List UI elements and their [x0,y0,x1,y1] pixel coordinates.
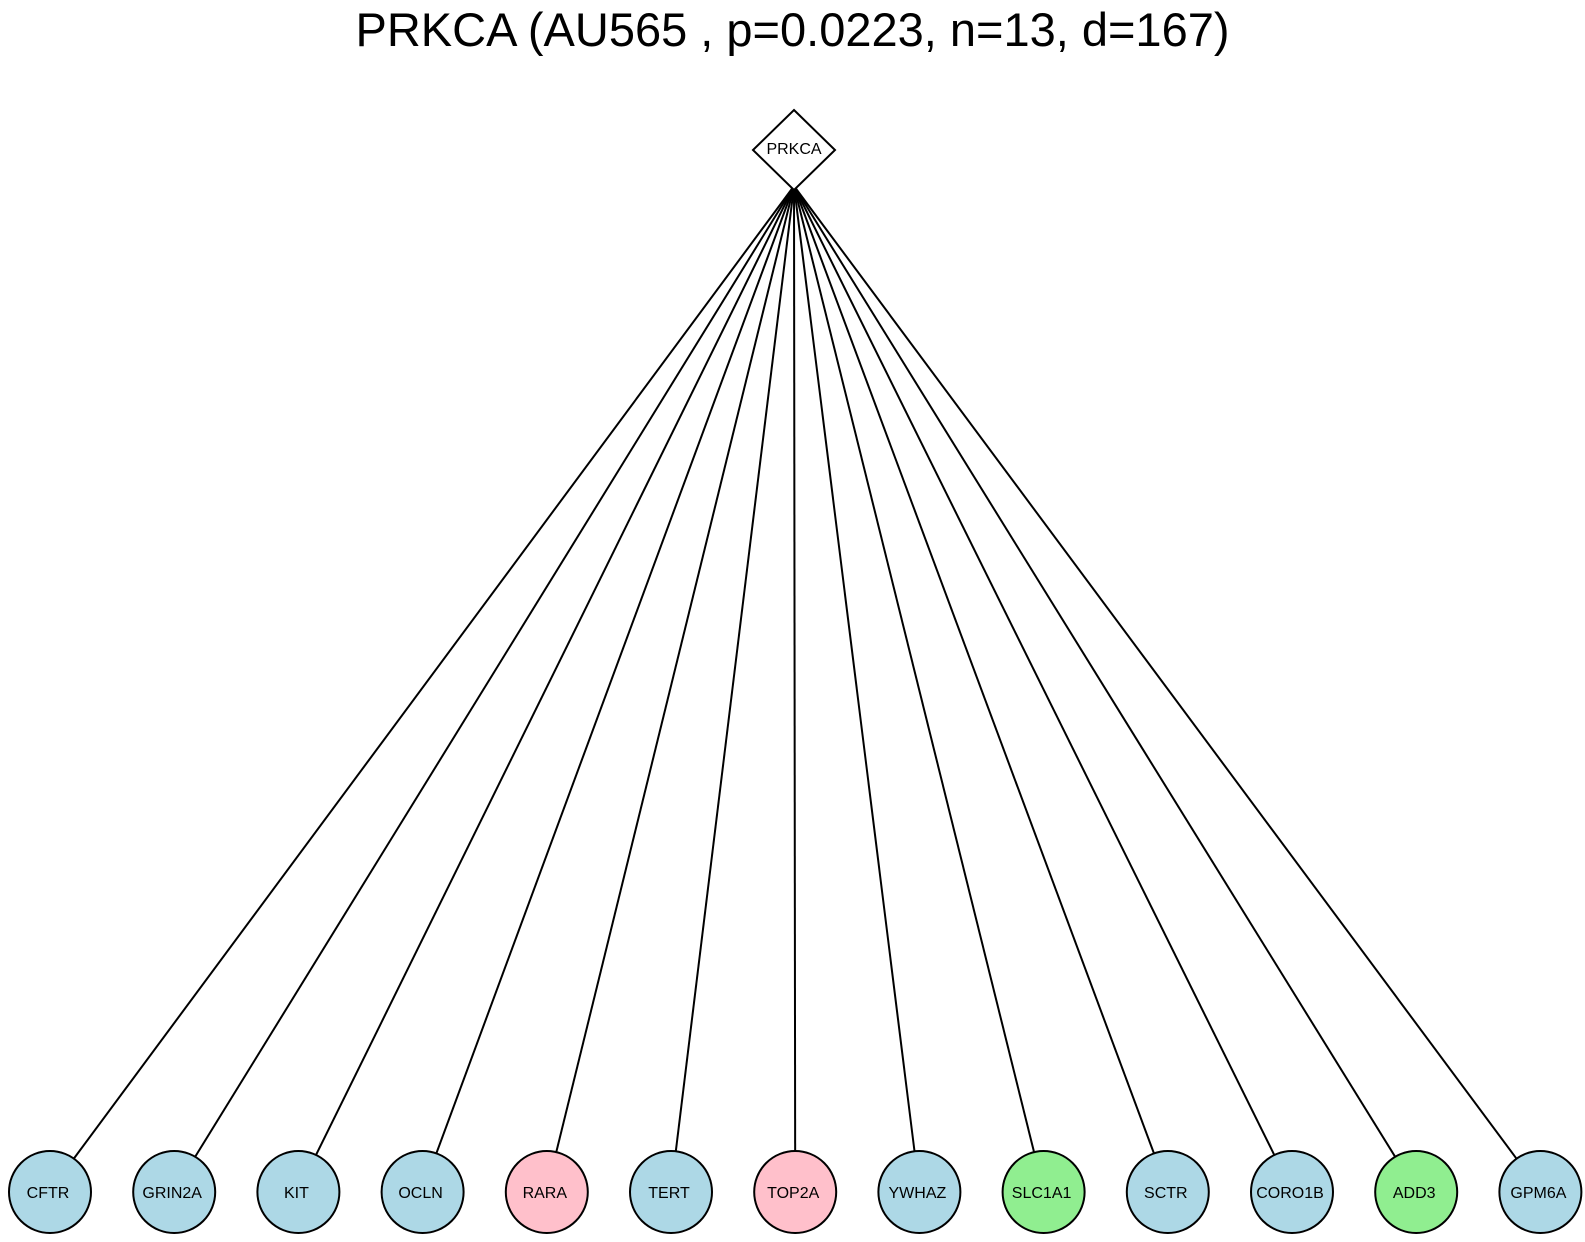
edge-prkca-kit [315,185,795,1156]
node-label-kit: KIT [284,1185,309,1202]
node-label-ocln: OCLN [398,1185,442,1202]
node-label-rara: RARA [523,1185,568,1202]
node-ywhaz[interactable]: YWHAZ [877,1150,962,1234]
node-gpm6a[interactable]: GPM6A [1498,1150,1583,1234]
edge-prkca-tert [674,185,795,1152]
edge-prkca-cftr [73,185,795,1160]
node-circle-add3 [1374,1150,1459,1234]
node-circle-ywhaz [877,1150,962,1234]
hub-label: PRKCA [766,141,821,158]
edge-prkca-add3 [793,185,1397,1158]
leaf-node-layer: CFTR GRIN2A KIT OCLN RARA TERT TOP2A YWHAZ SLC1A… [8,1150,1583,1234]
node-slc1a1[interactable]: SLC1A1 [1001,1150,1086,1234]
edge-prkca-ocln [435,185,795,1154]
node-label-cftr: CFTR [27,1185,70,1202]
node-tert[interactable]: TERT [629,1150,713,1234]
edge-prkca-gpm6a [793,185,1518,1160]
hub-node[interactable]: PRKCA [751,108,837,192]
node-circle-cftr [8,1150,92,1234]
edge-prkca-top2a [793,185,797,1152]
node-circle-ocln [380,1150,465,1234]
diagram-title: PRKCA (AU565 , p=0.0223, n=13, d=167) [355,3,1230,56]
node-circle-grin2a [132,1150,217,1234]
node-cftr[interactable]: CFTR [8,1150,92,1234]
hub-diamond [751,108,837,192]
node-circle-kit [256,1150,341,1234]
edge-prkca-ywhaz [793,185,916,1152]
node-label-gpm6a: GPM6A [1510,1185,1566,1202]
node-rara[interactable]: RARA [504,1150,589,1234]
node-label-slc1a1: SLC1A1 [1012,1185,1072,1202]
node-ocln[interactable]: OCLN [380,1150,465,1234]
edge-prkca-rara [555,185,795,1153]
edge-layer [73,185,1518,1160]
node-circle-rara [504,1150,589,1234]
node-grin2a[interactable]: GRIN2A [132,1150,217,1234]
node-circle-coro1b [1250,1150,1334,1234]
node-label-grin2a: GRIN2A [142,1185,202,1202]
node-kit[interactable]: KIT [256,1150,341,1234]
node-sctr[interactable]: SCTR [1125,1150,1210,1234]
node-coro1b[interactable]: CORO1B [1250,1150,1334,1234]
edge-prkca-coro1b [793,185,1276,1156]
node-label-top2a: TOP2A [767,1185,820,1202]
node-label-coro1b: CORO1B [1256,1185,1324,1202]
node-top2a[interactable]: TOP2A [753,1150,838,1234]
node-label-sctr: SCTR [1144,1185,1188,1202]
edge-prkca-slc1a1 [793,185,1036,1153]
node-circle-sctr [1125,1150,1210,1234]
node-circle-top2a [753,1150,838,1234]
edge-prkca-grin2a [194,185,795,1158]
node-circle-tert [629,1150,713,1234]
node-add3[interactable]: ADD3 [1374,1150,1459,1234]
node-label-ywhaz: YWHAZ [889,1185,947,1202]
node-label-add3: ADD3 [1393,1185,1436,1202]
node-circle-gpm6a [1498,1150,1583,1234]
node-label-tert: TERT [648,1185,690,1202]
node-circle-slc1a1 [1001,1150,1086,1234]
edge-prkca-sctr [793,185,1155,1154]
